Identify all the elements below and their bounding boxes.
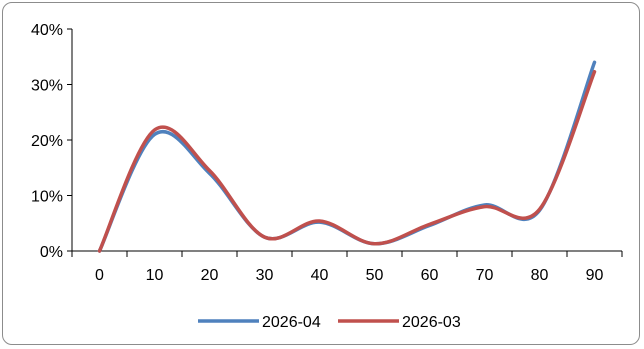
x-tick-label: 30 [256,267,274,284]
x-tick-label: 50 [366,267,384,284]
y-axis-ticks: 0% 10% 20% 30% 40% [31,22,72,261]
chart-legend: 2026-04 2026-03 [198,314,461,331]
legend-label: 2026-04 [262,314,321,331]
x-tick-label: 0 [95,267,104,284]
x-tick-label: 40 [311,267,329,284]
x-tick-label: 80 [531,267,549,284]
chart-axes [71,29,622,252]
series-line-1 [97,69,597,253]
x-axis-ticks: 0 10 20 30 40 50 60 70 80 90 [71,251,623,284]
y-tick-label: 40% [31,22,63,39]
series-lines [97,60,597,253]
x-tick-label: 10 [146,267,164,284]
chart-frame [2,2,640,345]
y-tick-label: 20% [31,133,63,150]
x-tick-label: 70 [476,267,494,284]
y-tick-label: 10% [31,189,63,206]
x-tick-label: 20 [201,267,219,284]
y-tick-label: 0% [40,244,63,261]
series-line-0 [97,60,597,253]
x-tick-label: 90 [586,267,604,284]
legend-label: 2026-03 [402,314,461,331]
x-tick-label: 60 [421,267,439,284]
y-tick-label: 30% [31,78,63,95]
